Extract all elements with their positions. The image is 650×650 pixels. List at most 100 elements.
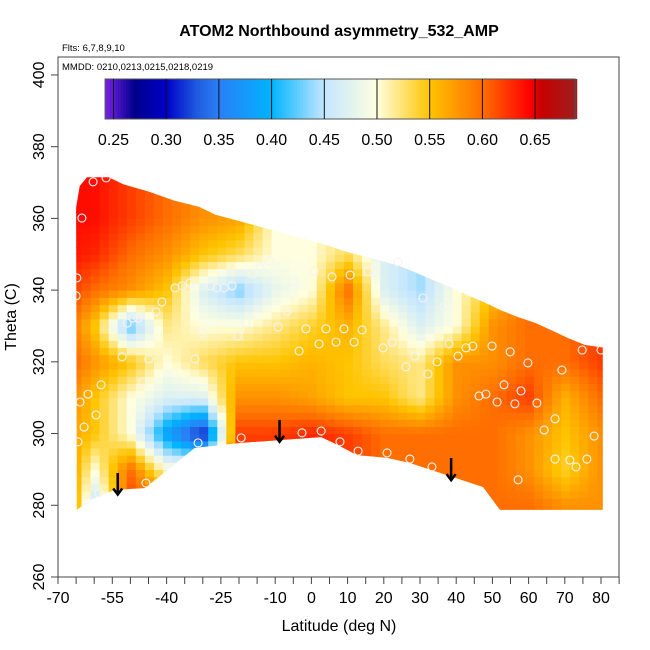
heatmap-cell <box>488 275 499 284</box>
heatmap-cell <box>579 404 589 413</box>
heatmap-cell <box>416 261 427 270</box>
heatmap-cell <box>579 311 589 320</box>
heatmap-cell <box>506 440 517 449</box>
heatmap-cell <box>389 182 399 191</box>
heatmap-cell <box>298 340 309 349</box>
heatmap-cell <box>389 290 399 298</box>
heatmap-cell <box>144 505 155 510</box>
heatmap-cell <box>262 498 273 506</box>
heatmap-cell <box>144 254 155 263</box>
heatmap-cell <box>316 390 327 399</box>
heatmap-cell <box>280 490 291 499</box>
heatmap-cell <box>452 505 463 510</box>
heatmap-cell <box>479 455 490 463</box>
observation-point <box>410 351 420 361</box>
heatmap-cell <box>334 347 345 356</box>
heatmap-cell <box>76 239 83 248</box>
heatmap-cell <box>334 297 345 306</box>
heatmap-cell <box>316 304 327 313</box>
heatmap-cell <box>425 412 436 420</box>
heatmap-cell <box>280 440 291 449</box>
heatmap-cell <box>90 225 101 234</box>
heatmap-cell <box>190 505 200 510</box>
heatmap-cell <box>588 318 598 327</box>
heatmap-cell <box>217 168 227 176</box>
heatmap-cell <box>135 189 146 198</box>
heatmap-cell <box>398 275 408 284</box>
heatmap-cell <box>271 196 282 205</box>
heatmap-cell <box>380 239 390 248</box>
heatmap-cell <box>199 268 209 277</box>
colorbar-swatch <box>323 79 327 119</box>
heatmap-cell <box>181 383 191 392</box>
heatmap-cell <box>153 469 164 478</box>
heatmap-cell <box>108 189 119 198</box>
heatmap-cell <box>99 462 110 470</box>
heatmap-cell <box>76 390 83 399</box>
heatmap-cell <box>135 383 146 392</box>
heatmap-cell <box>325 397 336 406</box>
heatmap-cell <box>280 498 291 506</box>
heatmap-cell <box>452 232 463 241</box>
observation-point <box>316 426 326 436</box>
heatmap-cell <box>497 247 508 255</box>
heatmap-cell <box>289 440 300 449</box>
heatmap-cell <box>325 361 336 370</box>
heatmap-cell <box>226 218 236 227</box>
heatmap-cell <box>389 361 399 370</box>
heatmap-cell <box>90 390 101 399</box>
heatmap-cell <box>443 326 454 334</box>
colorbar-swatch <box>126 79 130 119</box>
heatmap-cell <box>470 354 481 363</box>
heatmap-cell <box>217 404 227 413</box>
heatmap-cell <box>235 311 246 320</box>
heatmap-cell <box>543 419 553 427</box>
heatmap-cell <box>253 232 264 241</box>
heatmap-cell <box>425 282 436 291</box>
heatmap-cell <box>325 340 336 349</box>
heatmap-cell <box>479 182 490 191</box>
heatmap-cell <box>90 177 101 184</box>
observation-point <box>378 343 388 353</box>
heatmap-cell <box>226 383 236 392</box>
heatmap-cell <box>181 390 191 399</box>
heatmap-cell <box>416 204 427 212</box>
heatmap-cell <box>244 369 255 377</box>
heatmap-cell <box>497 218 508 227</box>
colorbar: 0.25 0.30 0.35 0.40 0.45 0.50 0.55 0.60 0.65 <box>98 78 578 149</box>
heatmap-cell <box>163 376 173 384</box>
heatmap-cell <box>199 505 209 510</box>
heatmap-cell <box>126 447 137 456</box>
heatmap-cell <box>498 168 508 176</box>
heatmap-cell <box>534 168 544 176</box>
heatmap-cell <box>525 168 535 176</box>
heatmap-cell <box>154 168 164 176</box>
heatmap-cell <box>172 211 182 219</box>
heatmap-cell <box>579 369 589 377</box>
heatmap-cell <box>334 462 345 470</box>
heatmap-cell <box>217 254 227 263</box>
heatmap-cell <box>597 282 603 291</box>
heatmap-cell <box>280 196 291 205</box>
heatmap-cell <box>262 340 273 349</box>
heatmap-cell <box>371 412 381 420</box>
heatmap-cell <box>597 168 607 176</box>
heatmap-cell <box>307 290 318 298</box>
heatmap-cell <box>144 239 155 248</box>
x-tick-label: -70 <box>46 590 69 607</box>
heatmap-cell <box>380 397 390 406</box>
heatmap-cell <box>190 189 200 198</box>
heatmap-cell <box>552 498 562 506</box>
heatmap-cell <box>199 247 209 255</box>
heatmap-cell <box>362 239 372 248</box>
heatmap-cell <box>389 326 399 334</box>
heatmap-cell <box>579 204 589 212</box>
heatmap-cell <box>244 297 255 306</box>
heatmap-cell <box>316 426 327 435</box>
heatmap-cell <box>289 433 300 442</box>
heatmap-cell <box>226 333 236 341</box>
heatmap-cell <box>561 311 571 320</box>
heatmap-cell <box>126 383 137 392</box>
heatmap-cell <box>398 462 408 470</box>
heatmap-cell <box>289 340 300 349</box>
